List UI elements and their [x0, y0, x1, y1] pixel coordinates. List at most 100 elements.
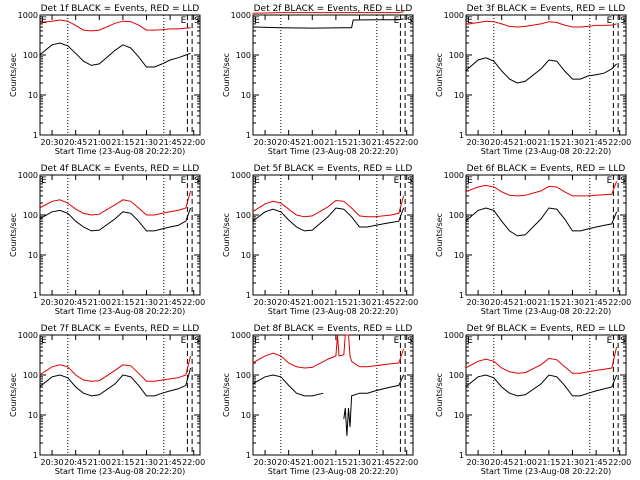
y-tick-label: 100 — [236, 51, 251, 60]
marker-label: S — [194, 16, 200, 26]
panel-title: Det 1f BLACK = Events, RED = LLD — [41, 4, 200, 14]
x-tick-label: 20:45 — [277, 298, 300, 307]
x-tick-label: 21:00 — [88, 298, 111, 307]
y-tick-label: 1000 — [18, 331, 38, 340]
plot-frame — [39, 334, 201, 456]
marker-label: E — [607, 336, 613, 346]
x-axis-label: Start Time (23-Aug-08 20:22:20) — [268, 307, 399, 316]
y-tick-label: 10 — [241, 411, 251, 420]
y-tick-label: 1000 — [444, 11, 464, 20]
marker-label: S — [407, 16, 413, 26]
y-tick-label: 1000 — [444, 331, 464, 340]
y-tick-label: 100 — [23, 371, 38, 380]
y-tick-label: 10 — [28, 251, 38, 260]
x-tick-label: 21:15 — [324, 138, 347, 147]
x-tick-label: 21:15 — [324, 298, 347, 307]
y-tick-label: 10 — [28, 411, 38, 420]
series-line-events — [39, 207, 192, 232]
x-tick-label: 20:45 — [277, 458, 300, 467]
y-axis-label: Counts/sec — [222, 213, 231, 257]
y-tick-label: 100 — [236, 371, 251, 380]
y-tick-label: 100 — [449, 371, 464, 380]
panel-title: Det 5f BLACK = Events, RED = LLD — [254, 164, 413, 174]
marker-label: S — [194, 336, 200, 346]
series-line-events — [39, 367, 192, 397]
x-tick-label: 20:30 — [41, 298, 64, 307]
x-tick-label: 21:30 — [348, 138, 371, 147]
x-tick-label: 20:45 — [490, 298, 513, 307]
series-line-events — [465, 374, 618, 397]
x-tick-label: 21:15 — [537, 458, 560, 467]
x-tick-label: 21:30 — [561, 298, 584, 307]
x-axis-label: Start Time (23-Aug-08 20:22:20) — [268, 467, 399, 476]
panel-4: Det 4f BLACK = Events, RED = LLD 1 10 100 10… — [9, 164, 205, 316]
x-tick-label: 20:30 — [467, 458, 490, 467]
plot-frame — [252, 14, 414, 136]
x-tick-label: 21:00 — [88, 458, 111, 467]
x-tick-label: 20:30 — [467, 298, 490, 307]
marker-label: E — [181, 336, 187, 346]
y-tick-label: 10 — [241, 251, 251, 260]
x-tick-label: 22:00 — [608, 138, 631, 147]
x-tick-label: 21:30 — [135, 138, 158, 147]
marker-label: E — [41, 16, 47, 26]
x-tick-label: 21:45 — [159, 298, 182, 307]
marker-label: E — [467, 176, 473, 186]
y-tick-label: 1 — [246, 451, 251, 460]
y-axis-label: Counts/sec — [9, 53, 18, 97]
panel-title: Det 9f BLACK = Events, RED = LLD — [467, 324, 626, 334]
x-tick-label: 22:00 — [395, 298, 418, 307]
marker-label: E — [607, 176, 613, 186]
y-tick-label: 100 — [236, 211, 251, 220]
x-axis-label: Start Time (23-Aug-08 20:22:20) — [481, 467, 612, 476]
x-tick-label: 22:00 — [182, 298, 205, 307]
y-tick-label: 1 — [459, 451, 464, 460]
marker-label: E — [467, 16, 473, 26]
plot-frame — [252, 334, 414, 456]
x-tick-label: 21:15 — [537, 298, 560, 307]
series-line-events — [252, 374, 405, 436]
y-axis-label: Counts/sec — [435, 53, 444, 97]
marker-label: E — [254, 16, 260, 26]
y-tick-label: 1 — [33, 451, 38, 460]
x-tick-label: 20:30 — [467, 138, 490, 147]
panel-8: Det 8f BLACK = Events, RED = LLD 1 10 100 10… — [222, 324, 418, 476]
y-tick-label: 10 — [241, 91, 251, 100]
x-tick-label: 22:00 — [608, 298, 631, 307]
x-tick-label: 21:30 — [561, 138, 584, 147]
marker-label: E — [181, 16, 187, 26]
plot-frame — [465, 174, 627, 296]
x-tick-label: 21:30 — [348, 298, 371, 307]
y-tick-label: 1 — [33, 131, 38, 140]
marker-label: E — [181, 176, 187, 186]
x-tick-label: 21:00 — [301, 458, 324, 467]
plot-frame — [39, 174, 201, 296]
y-axis-label: Counts/sec — [222, 373, 231, 417]
marker-label: S — [620, 16, 626, 26]
y-tick-label: 10 — [454, 411, 464, 420]
x-tick-label: 21:00 — [514, 298, 537, 307]
marker-label: S — [194, 176, 200, 186]
x-tick-label: 20:30 — [41, 458, 64, 467]
x-tick-label: 22:00 — [182, 138, 205, 147]
panel-1: Det 1f BLACK = Events, RED = LLD 1 10 100 10… — [9, 4, 205, 156]
x-tick-label: 21:15 — [111, 298, 134, 307]
x-tick-label: 20:45 — [277, 138, 300, 147]
y-tick-label: 100 — [23, 51, 38, 60]
marker-label: E — [254, 176, 260, 186]
x-tick-label: 20:45 — [64, 458, 87, 467]
y-tick-label: 1 — [246, 131, 251, 140]
y-tick-label: 100 — [449, 211, 464, 220]
marker-label: E — [254, 336, 260, 346]
series-line-events — [252, 18, 404, 29]
y-tick-label: 1 — [246, 291, 251, 300]
marker-label: S — [407, 336, 413, 346]
y-tick-label: 1 — [33, 291, 38, 300]
panel-6: Det 6f BLACK = Events, RED = LLD 1 10 100 10… — [435, 164, 631, 316]
x-tick-label: 21:00 — [88, 138, 111, 147]
y-tick-label: 100 — [449, 51, 464, 60]
x-tick-label: 21:15 — [537, 138, 560, 147]
x-tick-label: 21:15 — [111, 458, 134, 467]
marker-label: S — [620, 336, 626, 346]
